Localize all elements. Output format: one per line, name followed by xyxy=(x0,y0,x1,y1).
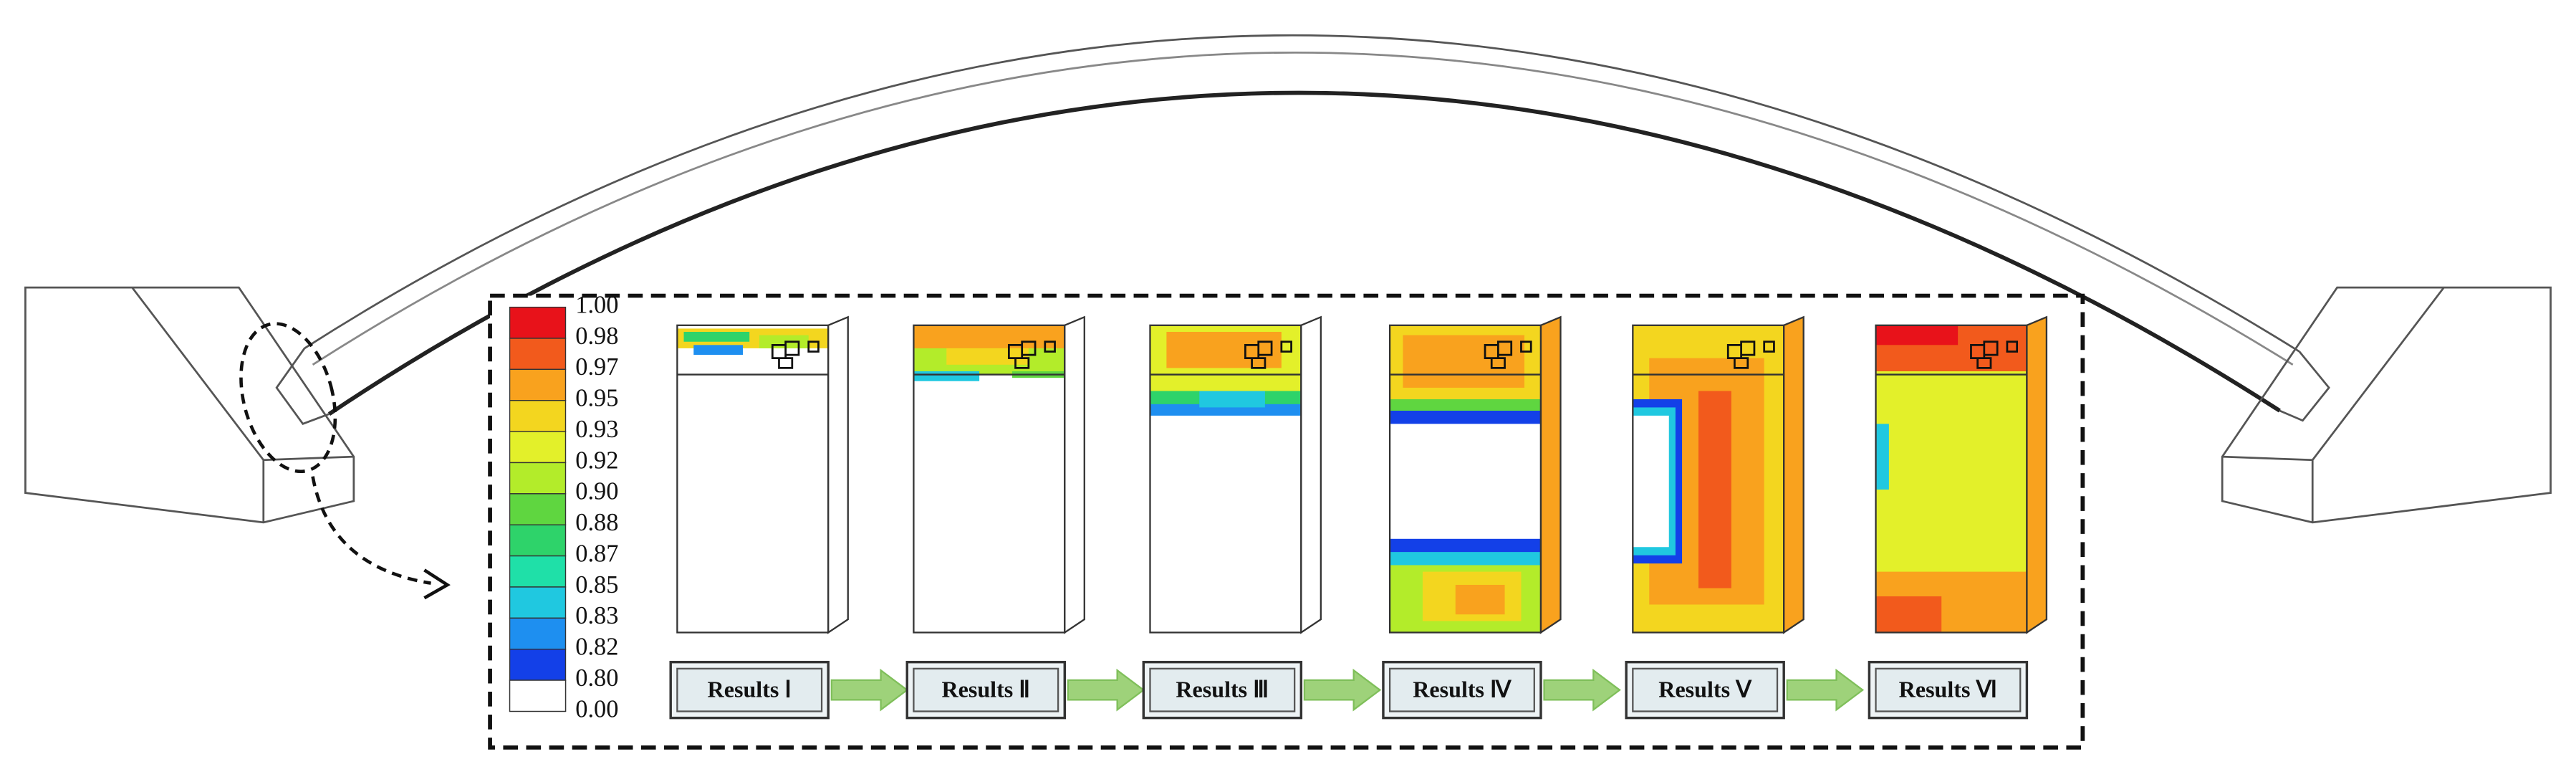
legend-label: 0.93 xyxy=(575,416,618,443)
result-label: Results Ⅳ xyxy=(1413,676,1512,702)
result-button-inner xyxy=(1875,667,2022,712)
legend-swatch xyxy=(509,617,567,650)
block-side xyxy=(1300,315,1322,634)
flow-arrow xyxy=(1303,668,1382,712)
result-label: Results Ⅱ xyxy=(941,676,1030,702)
arch-end-right xyxy=(2279,351,2330,422)
contour xyxy=(759,335,809,348)
legend-swatch xyxy=(509,586,567,619)
contour xyxy=(1698,391,1731,588)
contour xyxy=(913,371,980,381)
legend-swatch xyxy=(509,555,567,588)
result-button-inner xyxy=(676,667,823,712)
zoom-arrow xyxy=(311,476,431,585)
block-side xyxy=(1783,315,1804,634)
contour xyxy=(1633,415,1669,548)
legend-label: 1.00 xyxy=(575,291,618,318)
bolt-icons xyxy=(771,340,820,369)
bridge xyxy=(24,34,2552,524)
arch-intrados xyxy=(327,90,2281,416)
block-contours xyxy=(1150,325,1302,416)
legend-label: 0.95 xyxy=(575,385,618,412)
arch-top xyxy=(304,34,2300,353)
flow-arrow xyxy=(1067,668,1145,712)
legend-swatch xyxy=(509,493,567,525)
arrow-head xyxy=(423,568,451,600)
block-contours xyxy=(913,325,1065,381)
contour xyxy=(1875,596,1942,633)
contour xyxy=(693,345,744,356)
result-label: Results Ⅰ xyxy=(708,676,792,702)
contour xyxy=(1199,391,1265,408)
flow-arrow xyxy=(1543,668,1621,712)
block-side xyxy=(827,315,849,634)
abutment-left xyxy=(24,286,355,524)
bolt-icons xyxy=(1484,340,1532,369)
result-button-inner xyxy=(1632,667,1779,712)
result-label: Results Ⅴ xyxy=(1658,676,1752,702)
bolt-icons xyxy=(1244,340,1292,369)
contour xyxy=(1166,331,1282,368)
block-contours xyxy=(1875,325,2027,633)
legend-label: 0.00 xyxy=(575,695,618,723)
legend-swatch xyxy=(509,524,567,557)
contour xyxy=(683,331,750,342)
arch-end-left xyxy=(275,348,330,425)
block-contours xyxy=(1633,325,1784,633)
legend-swatch xyxy=(509,368,567,401)
legend-label: 0.90 xyxy=(575,478,618,505)
legend-swatch xyxy=(509,400,567,432)
legend-swatch xyxy=(509,338,567,371)
contour xyxy=(1403,335,1525,388)
legend: 1.00 0.98 0.97 0.95 0.93 0.92 0.90 0.88 0.87 0.85… xyxy=(509,291,618,723)
result-label: Results Ⅲ xyxy=(1176,676,1269,702)
flow-arrow xyxy=(830,668,909,712)
legend-label: 0.80 xyxy=(575,664,618,692)
block-side xyxy=(2026,315,2048,634)
contour xyxy=(1875,424,1889,490)
flow-arrow xyxy=(1786,668,1865,712)
legend-label: 0.82 xyxy=(575,634,618,661)
legend-swatch xyxy=(509,680,567,712)
legend-label: 0.85 xyxy=(575,571,618,599)
result-label: Results Ⅵ xyxy=(1899,676,1997,702)
legend-label: 0.92 xyxy=(575,447,618,474)
arch-deck xyxy=(312,51,2294,366)
bolt-icons xyxy=(1007,340,1056,369)
legend-label: 0.98 xyxy=(575,323,618,350)
legend-swatch xyxy=(509,462,567,495)
legend-swatch xyxy=(509,306,567,339)
block-side xyxy=(1064,315,1085,634)
result-button-inner xyxy=(1388,667,1535,712)
zoom-ellipse xyxy=(239,322,337,474)
legend-swatch xyxy=(509,431,567,464)
block-side xyxy=(1539,315,1562,634)
legend-label: 0.87 xyxy=(575,540,618,567)
results-blocks: Results Ⅰ Results Ⅱ Results Ⅲ Results Ⅳ Resu… xyxy=(669,315,2048,720)
contour xyxy=(1875,325,1959,345)
bolt-icons xyxy=(1726,340,1775,369)
result-button-inner xyxy=(913,667,1059,712)
legend-label: 0.83 xyxy=(575,602,618,629)
contour xyxy=(1455,584,1505,615)
legend-label: 0.88 xyxy=(575,509,618,536)
abutment-right xyxy=(2221,286,2552,524)
legend-label: 0.97 xyxy=(575,353,618,381)
legend-swatch xyxy=(509,649,567,681)
contour xyxy=(913,325,1065,348)
bolt-icons xyxy=(1970,340,2019,369)
block-contours xyxy=(677,328,829,356)
result-button-inner xyxy=(1149,667,1296,712)
